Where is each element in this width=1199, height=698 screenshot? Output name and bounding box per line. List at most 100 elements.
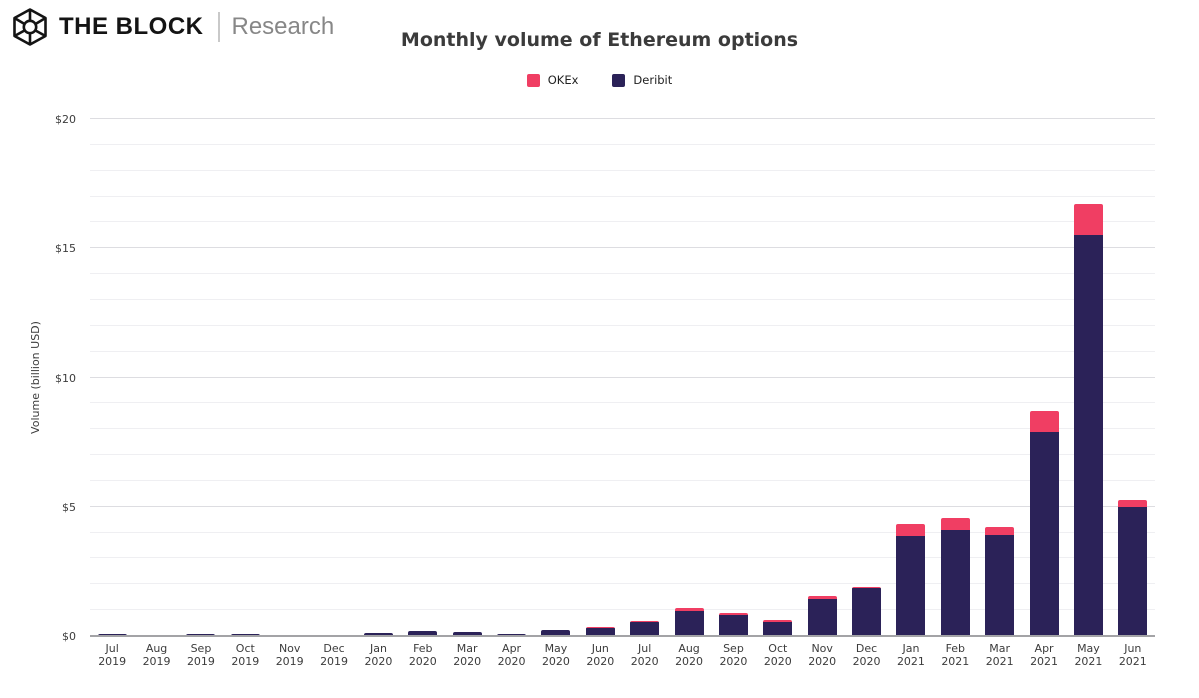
x-tick-year: 2020 (808, 655, 837, 668)
bar-segment-okex (718, 612, 748, 616)
bar-stack-mar-2020 (452, 632, 482, 636)
bar-segment-deribit (186, 633, 216, 636)
the-block-logo-icon (13, 8, 47, 46)
y-tick-label: $15 (55, 242, 76, 256)
x-tick-month: Aug (678, 642, 700, 655)
gridline (90, 505, 1155, 507)
x-tick-label: May 2020 (534, 642, 578, 668)
bar-segment-okex (763, 620, 793, 622)
bar-segment-okex (1118, 499, 1148, 507)
x-tick-month: Apr (502, 642, 522, 655)
bar-segment-deribit (541, 630, 571, 636)
bar-stack-feb-2021 (940, 518, 970, 636)
bar-segment-okex (585, 627, 615, 629)
x-tick-label: Oct 2020 (756, 642, 800, 668)
x-tick-year: 2019 (98, 655, 127, 668)
bar-group (445, 119, 489, 636)
x-axis-labels: Jul 2019 Aug 2019 Sep 2019 Oct 2019 Nov 2019 Dec 20… (90, 642, 1155, 668)
x-tick-label: Dec 2020 (844, 642, 888, 668)
x-tick-label: Jan 2021 (889, 642, 933, 668)
x-tick-month: May (1077, 642, 1100, 655)
bar-segment-okex (852, 586, 882, 589)
bar-group (667, 119, 711, 636)
x-tick-label: Jul 2020 (623, 642, 667, 668)
brand-subtitle: Research (231, 13, 335, 40)
y-tick-label: $0 (62, 630, 76, 643)
bar-segment-deribit (985, 535, 1015, 636)
bar-series-container (90, 119, 1155, 636)
bar-segment-okex (674, 608, 704, 612)
brand-name: THE BLOCK (59, 13, 204, 40)
gridline (90, 324, 1155, 326)
x-tick-label: Jun 2020 (578, 642, 622, 668)
legend-item-okex: OKEx (526, 73, 578, 87)
gridline (90, 143, 1155, 145)
bar-group (578, 119, 622, 636)
legend-swatch-deribit (612, 73, 626, 87)
plot-area (90, 118, 1155, 637)
bar-stack-dec-2020 (852, 586, 882, 636)
bar-stack-may-2020 (541, 630, 571, 636)
bar-group (179, 119, 223, 636)
gridline (90, 169, 1155, 171)
bar-segment-deribit (585, 628, 615, 636)
x-tick-month: Jul (638, 642, 652, 655)
bar-segment-deribit (497, 633, 527, 636)
bar-stack-feb-2020 (408, 630, 438, 636)
bar-segment-deribit (852, 588, 882, 636)
bar-group (223, 119, 267, 636)
bar-segment-okex (985, 527, 1015, 536)
x-tick-year: 2019 (142, 655, 171, 668)
x-tick-year: 2019 (186, 655, 215, 668)
x-tick-label: Jan 2020 (356, 642, 400, 668)
bar-stack-jul-2020 (630, 620, 660, 636)
x-tick-year: 2020 (763, 655, 792, 668)
x-tick-label: Sep 2020 (711, 642, 755, 668)
bar-group (889, 119, 933, 636)
x-tick-year: 2020 (408, 655, 437, 668)
bar-segment-deribit (896, 536, 926, 636)
x-tick-year: 2020 (364, 655, 393, 668)
x-tick-month: Oct (235, 642, 255, 655)
bar-stack-mar-2021 (985, 527, 1015, 636)
y-tick-label: $20 (55, 113, 76, 126)
x-tick-year: 2021 (1074, 655, 1103, 668)
x-tick-month: Feb (413, 642, 433, 655)
bar-segment-deribit (630, 621, 660, 636)
bar-stack-sep-2020 (718, 612, 748, 636)
x-tick-year: 2021 (1118, 655, 1147, 668)
gridline (90, 609, 1155, 611)
brand-divider (217, 12, 220, 42)
x-tick-year: 2020 (719, 655, 748, 668)
x-tick-label: Apr 2021 (1022, 642, 1066, 668)
y-tick-label: $10 (55, 371, 76, 385)
bar-group (90, 119, 134, 636)
x-tick-month: Mar (989, 642, 1011, 655)
bar-group (356, 119, 400, 636)
x-tick-label: Mar 2021 (978, 642, 1022, 668)
bar-stack-jun-2020 (585, 627, 615, 636)
bar-stack-jan-2020 (363, 633, 393, 636)
x-tick-year: 2021 (941, 655, 970, 668)
bar-group (312, 119, 356, 636)
bar-segment-deribit (1118, 506, 1148, 636)
bar-segment-deribit (940, 530, 970, 636)
bar-stack-aug-2020 (674, 608, 704, 636)
bar-stack-may-2021 (1073, 204, 1103, 636)
bar-segment-okex (807, 595, 837, 599)
x-tick-year: 2020 (852, 655, 881, 668)
x-tick-month: Jun (591, 642, 609, 655)
gridline (90, 454, 1155, 456)
bar-segment-deribit (718, 615, 748, 636)
x-tick-year: 2020 (675, 655, 704, 668)
x-tick-year: 2021 (1030, 655, 1059, 668)
bar-group (401, 119, 445, 636)
bar-group (844, 119, 888, 636)
x-tick-year: 2020 (453, 655, 482, 668)
x-tick-label: Aug 2020 (667, 642, 711, 668)
x-tick-label: Oct 2019 (223, 642, 267, 668)
chart-legend: OKEx Deribit (0, 73, 1199, 87)
bar-group (489, 119, 533, 636)
bar-stack-apr-2020 (497, 633, 527, 636)
